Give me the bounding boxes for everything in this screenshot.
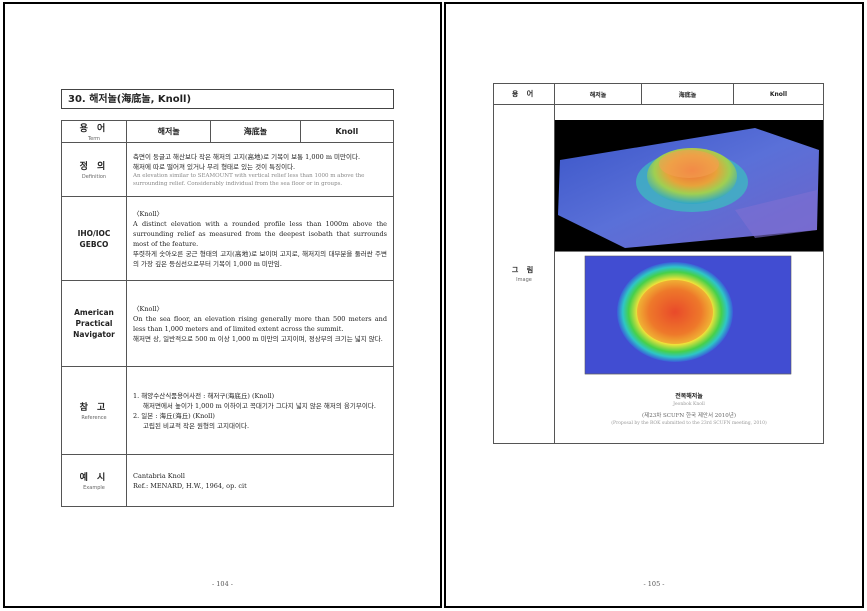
caption-title-ko: 전복해저놀 xyxy=(675,393,703,400)
left-page: 30. 해저놀(海底놀, Knoll) 용 어 Term 해저놀 海底놀 Kno… xyxy=(3,2,442,608)
caption-proposal-en: (Proposal by the ROK submitted to the 23… xyxy=(611,421,767,426)
definition-line: 해저에 따로 떨어져 있거나 무리 형태로 있는 것이 특징이다. xyxy=(133,162,296,171)
american-label-line: American xyxy=(74,308,114,317)
image-label-en: Image xyxy=(516,277,532,283)
knoll-map-svg xyxy=(584,255,792,375)
example-line: Cantabria Knoll xyxy=(133,471,185,480)
reference-label-ko: 참 고 xyxy=(79,403,109,413)
definition-gray-line: An elevation similar to SEAMOUNT with ve… xyxy=(133,172,365,179)
term-col-ko: 해저놀 xyxy=(553,83,643,105)
term-label-ko: 용 어 xyxy=(79,124,109,134)
image-label-ko: 그 림 xyxy=(511,266,537,274)
definition-label: 정 의 Definition xyxy=(61,142,127,197)
image-box xyxy=(555,120,823,389)
term-label-en: Term xyxy=(87,136,101,142)
american-label: American Practical Navigator xyxy=(61,280,127,367)
iho-body: 〈Knoll〉 A distinct elevation with a roun… xyxy=(126,196,394,281)
reference-body: 1. 해양수산식품용어사전 : 해저구(海底丘) (Knoll) 해저면에서 높… xyxy=(126,366,394,455)
example-body: Cantabria Knoll Ref.: MENARD, H.W., 1964… xyxy=(126,454,394,507)
right-page: 용 어 해저놀 海底놀 Knoll 그 림 Image xyxy=(444,2,864,608)
definition-body: 측면이 둥글고 해산보다 작은 해저의 고지(高地)로 기복이 보통 1,000… xyxy=(126,142,394,197)
reference-line: 해저면에서 높이가 1,000 m 이하이고 꼭대기가 그다지 넓지 않은 해저… xyxy=(143,401,376,410)
american-line: 〈Knoll〉 xyxy=(133,304,164,313)
reference-label-en: Reference xyxy=(81,415,107,421)
caption-title-en: Jeonbok Knoll xyxy=(673,402,705,407)
american-label-line: Navigator xyxy=(73,330,115,339)
reference-line: 고립된 비교적 작은 원형의 고지대이다. xyxy=(143,421,250,430)
caption-proposal-ko: (제23차 SCUFN 한국 제안서 2010년) xyxy=(641,413,736,419)
reference-line: 1. 해양수산식품용어사전 : 해저구(海底丘) (Knoll) xyxy=(133,391,275,400)
iho-line: A distinct elevation with a rounded prof… xyxy=(133,219,387,248)
page-number: - 104 - xyxy=(212,580,233,588)
iho-line: 뚜렷하게 솟아오른 궁근 형태의 고지(高地)로 보이며 고지로, 해저지의 대… xyxy=(133,249,387,268)
american-body: 〈Knoll〉 On the sea floor, an elevation r… xyxy=(126,280,394,367)
definition-line: 측면이 둥글고 해산보다 작은 해저의 고지(高地)로 기복이 보통 1,000… xyxy=(133,152,361,161)
term-col-ko: 해저놀 xyxy=(125,120,212,143)
definition-label-ko: 정 의 xyxy=(79,162,109,172)
term-col-hanja: 海底놀 xyxy=(210,120,301,143)
page-number: - 105 - xyxy=(643,580,665,588)
image-table: 용 어 해저놀 海底놀 Knoll 그 림 Image xyxy=(493,83,825,444)
image-caption: 전복해저놀 Jeonbok Knoll (제23차 SCUFN 한국 제안서 2… xyxy=(555,393,823,428)
term-col-hanja: 海底놀 xyxy=(641,83,734,105)
term-col-en: Knoll xyxy=(732,83,825,105)
example-label-en: Example xyxy=(83,485,105,491)
term-label: 용 어 Term xyxy=(61,120,127,143)
iho-label-text: IHO/IOC GEBCO xyxy=(77,228,111,249)
reference-label: 참 고 Reference xyxy=(61,366,127,455)
example-label: 예 시 Example xyxy=(61,454,127,507)
american-label-line: Practical xyxy=(75,319,113,328)
knoll-3d-svg xyxy=(558,128,819,248)
reference-line: 2. 일본 : 海丘(海丘) (Knoll) xyxy=(133,411,215,420)
term-col-en: Knoll xyxy=(299,120,395,143)
page-title: 30. 해저놀(海底놀, Knoll) xyxy=(61,89,394,109)
example-line: Ref.: MENARD, H.W., 1964, op. cit xyxy=(133,481,247,490)
definition-gray-line: surrounding relief. Considerably individ… xyxy=(133,180,343,187)
term-label-ko: 용 어 xyxy=(511,90,537,98)
example-label-ko: 예 시 xyxy=(79,473,109,483)
iho-line: 〈Knoll〉 xyxy=(133,209,164,218)
knoll-3d-render xyxy=(555,120,823,251)
knoll-contour-map xyxy=(555,251,823,389)
term-table: 용 어 Term 해저놀 海底놀 Knoll 정 의 Definition 측면… xyxy=(61,120,395,507)
term-label: 용 어 xyxy=(493,83,555,105)
iho-label: IHO/IOC GEBCO xyxy=(61,196,127,281)
american-line: On the sea floor, an elevation rising ge… xyxy=(133,314,387,333)
image-cell: 전복해저놀 Jeonbok Knoll (제23차 SCUFN 한국 제안서 2… xyxy=(554,104,824,444)
image-label: 그 림 Image xyxy=(493,104,555,444)
american-line: 해저면 상, 일반적으로 500 m 이상 1,000 m 미만의 고지이며, … xyxy=(133,334,383,343)
definition-label-en: Definition xyxy=(81,174,107,180)
